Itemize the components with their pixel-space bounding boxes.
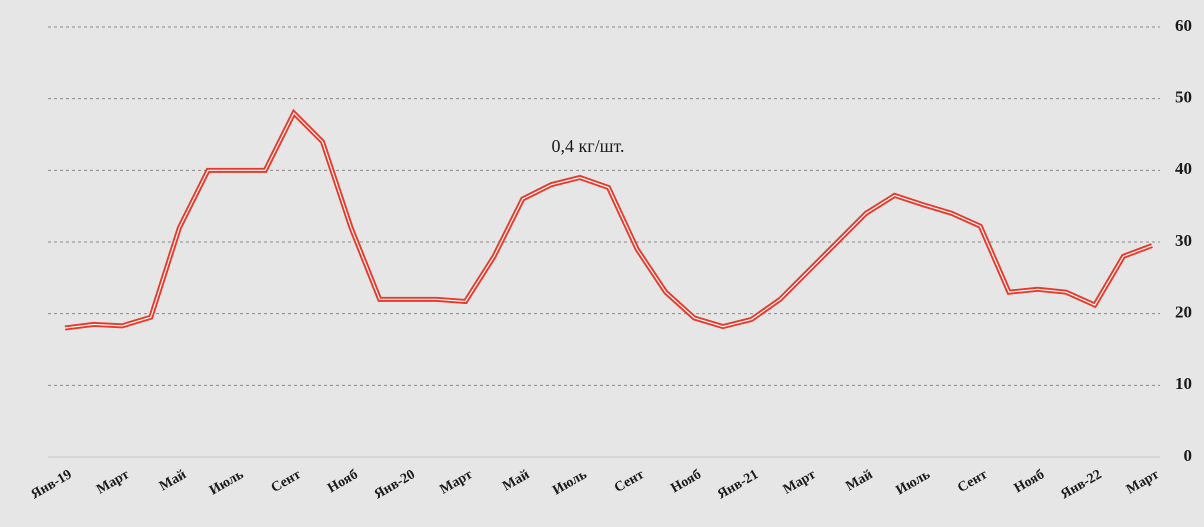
y-tick-label: 50 (1175, 88, 1192, 107)
line-highlight (64, 111, 1153, 329)
y-tick-label: 60 (1175, 16, 1192, 35)
y-tick-label: 30 (1175, 231, 1192, 250)
y-tick-label: 10 (1175, 374, 1192, 393)
annotation: 0,4 кг/шт. (551, 136, 624, 156)
y-tick-label: 40 (1175, 159, 1192, 178)
y-tick-label: 0 (1184, 446, 1193, 465)
y-tick-label: 20 (1175, 303, 1192, 322)
